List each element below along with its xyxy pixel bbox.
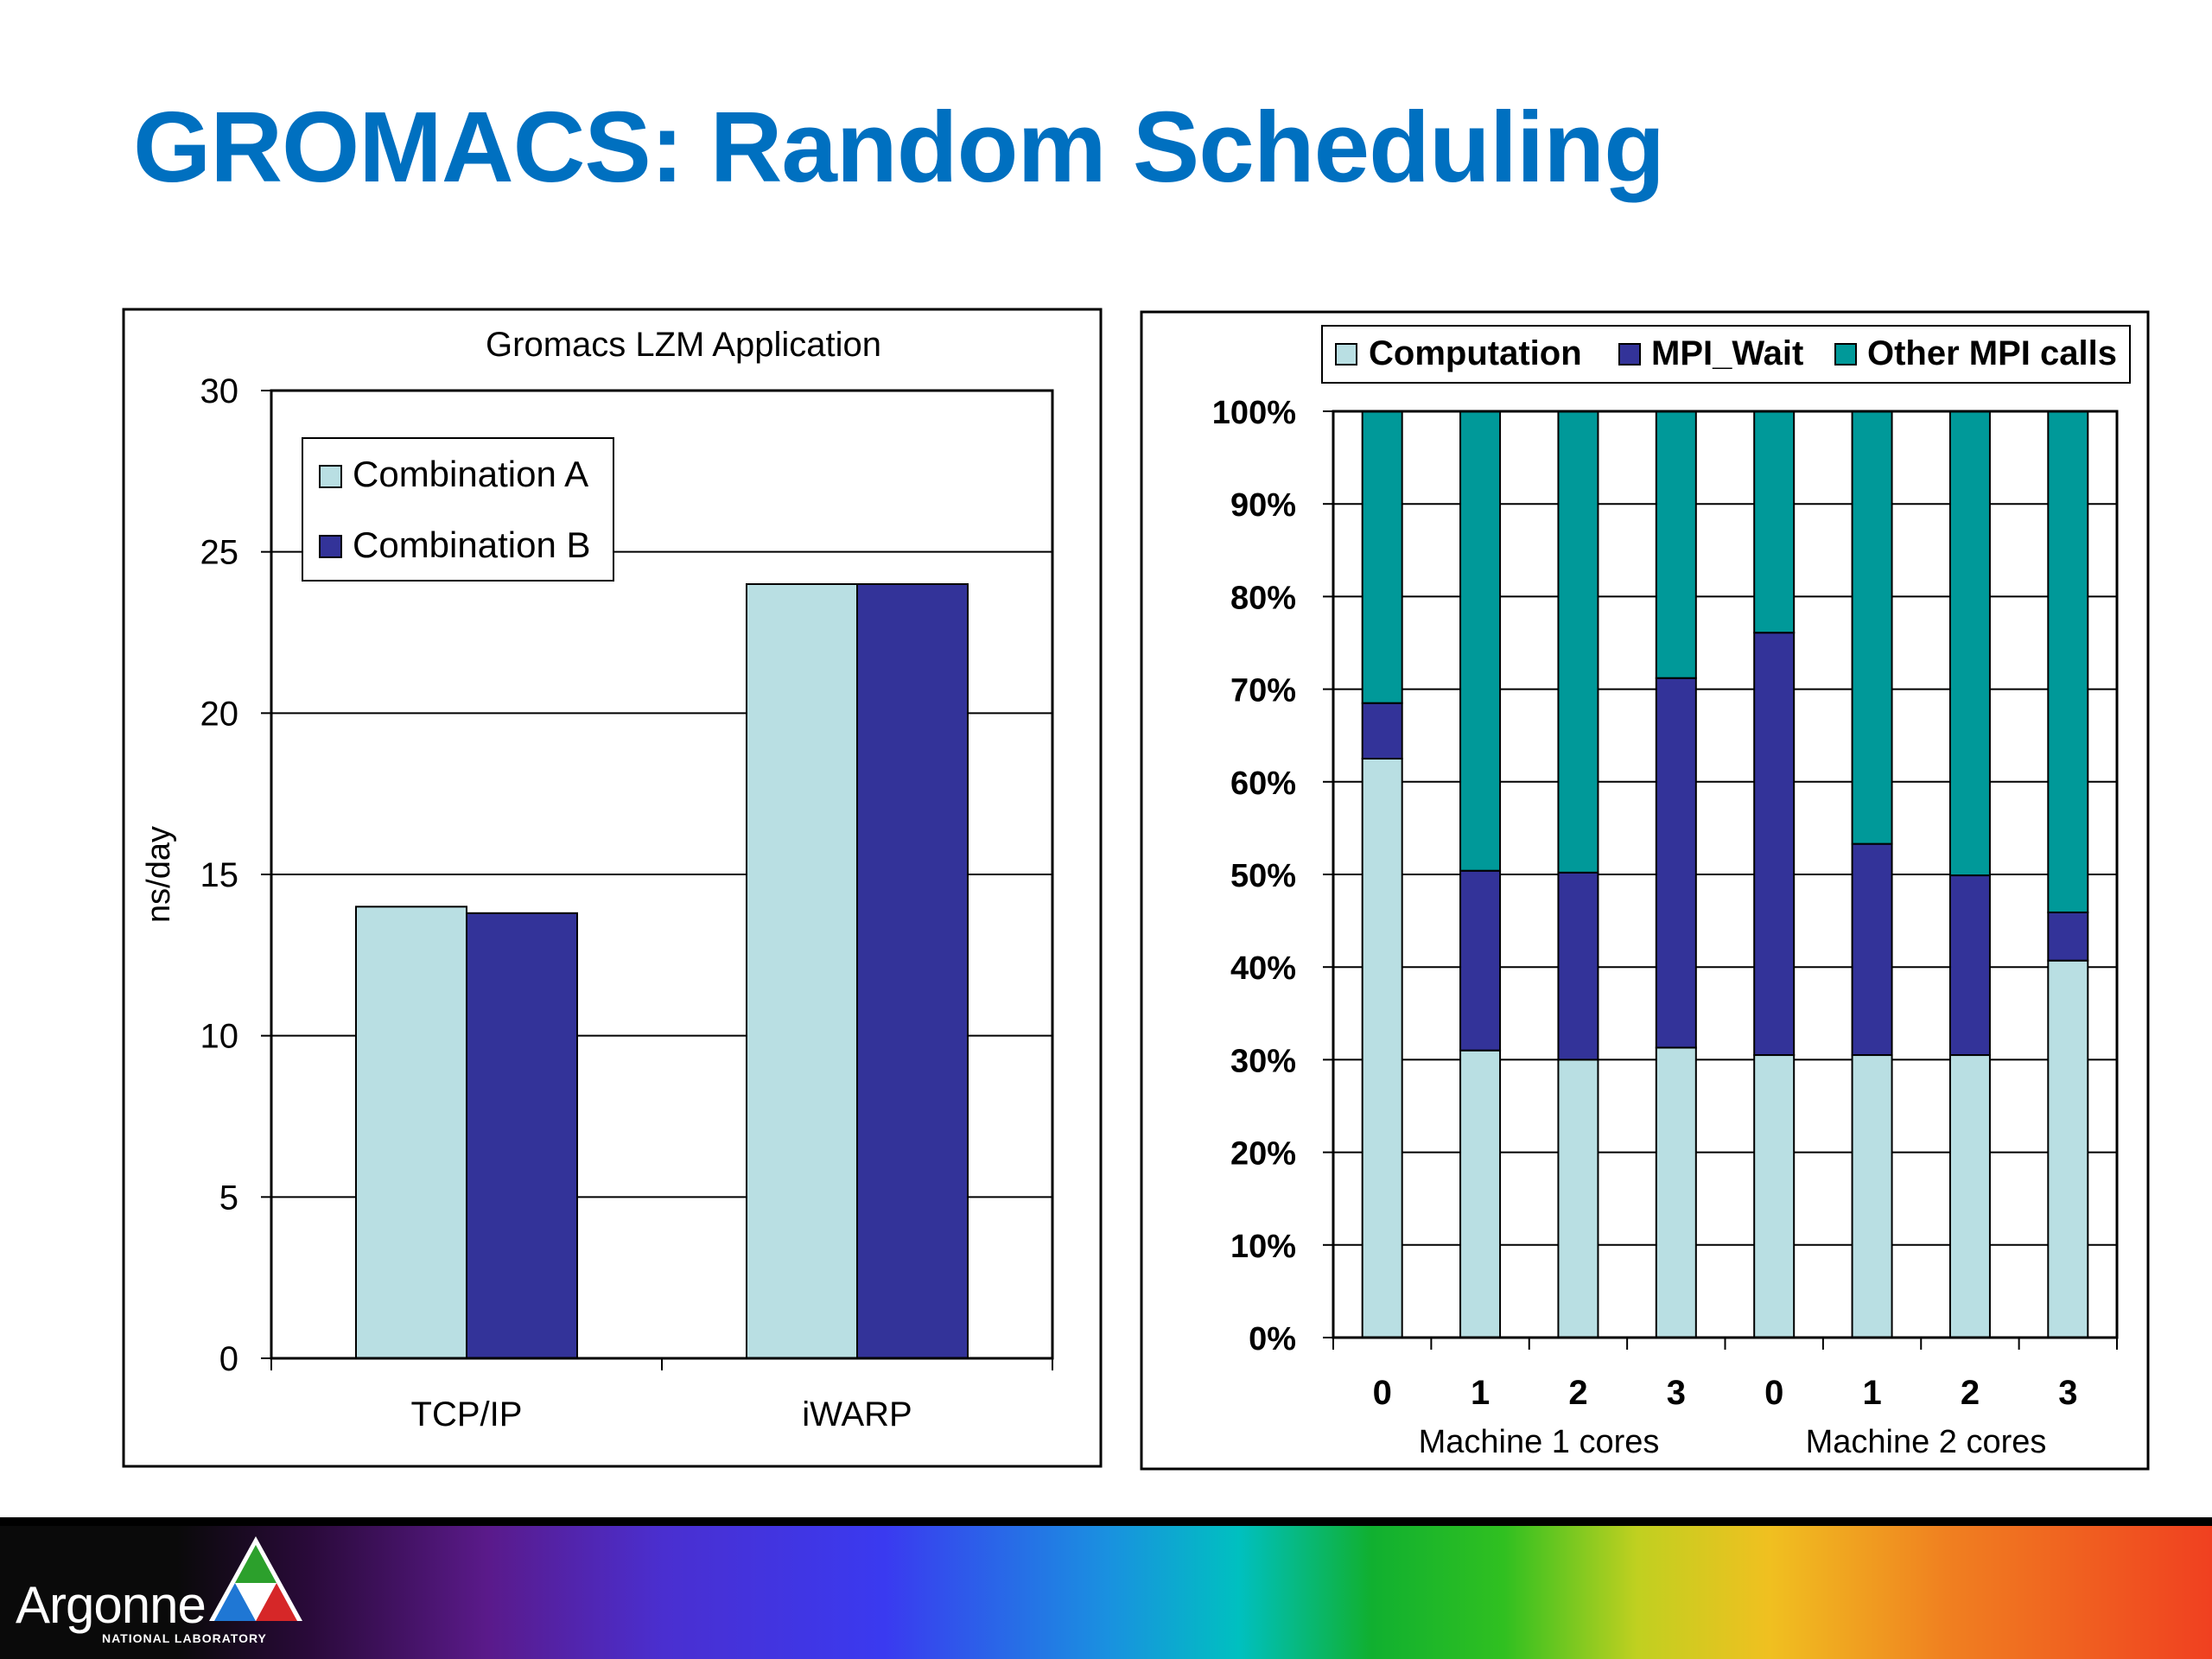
x-tick-label: 0 <box>1764 1374 1783 1412</box>
y-tick-label: 20% <box>1230 1136 1296 1173</box>
x-tick-label: 0 <box>1373 1374 1392 1412</box>
y-tick-label: 80% <box>1230 580 1296 616</box>
y-tick-label: 100% <box>1212 395 1296 431</box>
y-tick-label: 20 <box>200 695 239 733</box>
y-tick-label: 60% <box>1230 766 1296 802</box>
legend-swatch-other-mpi-calls <box>1834 343 1857 365</box>
slide-title: GROMACS: Random Scheduling <box>133 91 1665 203</box>
bar-combination-b-iwarp <box>856 583 969 1359</box>
bar-segment-mpi-wait-0 <box>1361 702 1403 760</box>
legend-box <box>1321 325 2131 384</box>
bar-segment-computation-6 <box>1948 1054 1991 1339</box>
bar-segment-computation-5 <box>1851 1054 1893 1339</box>
legend-label-other-mpi-calls: Other MPI calls <box>1867 334 2117 372</box>
legend-label-computation: Computation <box>1369 334 1582 372</box>
legend-swatch-combination-a <box>319 465 342 488</box>
group-label-machine-1: Machine 1 cores <box>1419 1424 1660 1460</box>
bar-segment-other-mpi-calls-5 <box>1851 410 1893 845</box>
bar-segment-computation-0 <box>1361 758 1403 1338</box>
bar-segment-mpi-wait-2 <box>1557 871 1599 1061</box>
bar-segment-computation-4 <box>1753 1054 1796 1339</box>
y-tick-label: 15 <box>200 856 239 894</box>
chart-left: Gromacs LZM Application 0 5 10 15 20 25 30 TCP… <box>122 308 1103 1468</box>
y-tick-label: 70% <box>1230 673 1296 709</box>
y-tick-label: 0 <box>219 1340 238 1378</box>
argonne-logo: Argonne NATIONAL LABORATORY <box>16 1535 302 1647</box>
bar-segment-mpi-wait-5 <box>1851 842 1893 1057</box>
bar-combination-a-iwarp <box>746 583 858 1359</box>
y-tick-label: 0% <box>1249 1321 1296 1357</box>
x-tick-label: 1 <box>1471 1374 1490 1412</box>
y-tick-label: 30% <box>1230 1043 1296 1079</box>
y-tick-label: 90% <box>1230 487 1296 524</box>
y-tick-label: 50% <box>1230 858 1296 894</box>
legend-label-combination-a: Combination A <box>353 454 588 494</box>
x-tick-label: iWARP <box>802 1395 912 1433</box>
bar-segment-computation-7 <box>2047 959 2089 1339</box>
chart-left-title: Gromacs LZM Application <box>486 326 881 364</box>
bar-segment-computation-3 <box>1655 1046 1697 1338</box>
bar-combination-a-tcpip <box>355 906 467 1360</box>
argonne-triangle-icon <box>209 1536 302 1621</box>
bar-combination-b-tcpip <box>466 912 578 1360</box>
bar-segment-other-mpi-calls-3 <box>1655 410 1697 679</box>
bar-segment-mpi-wait-3 <box>1655 677 1697 1049</box>
chart-left-legend: Combination A Combination B <box>302 437 614 582</box>
legend-swatch-combination-b <box>319 535 342 558</box>
chart-right: Computation MPI_Wait Other MPI calls 0% 1… <box>1140 310 2150 1471</box>
bar-segment-computation-2 <box>1557 1058 1599 1339</box>
y-tick-label: 40% <box>1230 950 1296 987</box>
bar-segment-other-mpi-calls-2 <box>1557 410 1599 874</box>
logo-subtitle: NATIONAL LABORATORY <box>102 1631 267 1645</box>
y-tick-label: 25 <box>200 534 239 572</box>
x-tick-label: 2 <box>1961 1374 1980 1412</box>
legend-box <box>302 437 614 582</box>
x-tick-label: 3 <box>2058 1374 2077 1412</box>
bar-segment-other-mpi-calls-0 <box>1361 410 1403 704</box>
legend-label-combination-b: Combination B <box>353 524 590 565</box>
bar-segment-mpi-wait-1 <box>1459 869 1502 1052</box>
legend-swatch-computation <box>1335 343 1357 365</box>
footer-divider <box>0 1517 2212 1526</box>
bar-segment-mpi-wait-4 <box>1753 632 1796 1057</box>
bar-segment-computation-1 <box>1459 1049 1502 1339</box>
group-label-machine-2: Machine 2 cores <box>1806 1424 2047 1460</box>
footer-band <box>0 1517 2212 1659</box>
bar-segment-other-mpi-calls-4 <box>1753 410 1796 634</box>
chart-right-legend: Computation MPI_Wait Other MPI calls <box>1321 325 2131 384</box>
legend-swatch-mpi-wait <box>1618 343 1641 365</box>
y-tick-label: 5 <box>219 1179 238 1217</box>
bar-segment-other-mpi-calls-6 <box>1948 410 1991 877</box>
chart-left-ylabel: ns/day <box>141 826 177 923</box>
bar-segment-other-mpi-calls-7 <box>2047 410 2089 913</box>
legend-label-mpi-wait: MPI_Wait <box>1651 334 1803 372</box>
bar-segment-mpi-wait-7 <box>2047 911 2089 962</box>
x-tick-label: TCP/IP <box>411 1395 523 1433</box>
bar-segment-mpi-wait-6 <box>1948 874 1991 1057</box>
y-tick-label: 10 <box>200 1018 239 1056</box>
y-tick-label: 10% <box>1230 1229 1296 1265</box>
logo-wordmark: Argonne <box>16 1576 207 1634</box>
x-tick-label: 2 <box>1568 1374 1587 1412</box>
bar-segment-other-mpi-calls-1 <box>1459 410 1502 872</box>
x-tick-label: 1 <box>1862 1374 1881 1412</box>
y-tick-label: 30 <box>200 372 239 410</box>
x-tick-label: 3 <box>1667 1374 1686 1412</box>
